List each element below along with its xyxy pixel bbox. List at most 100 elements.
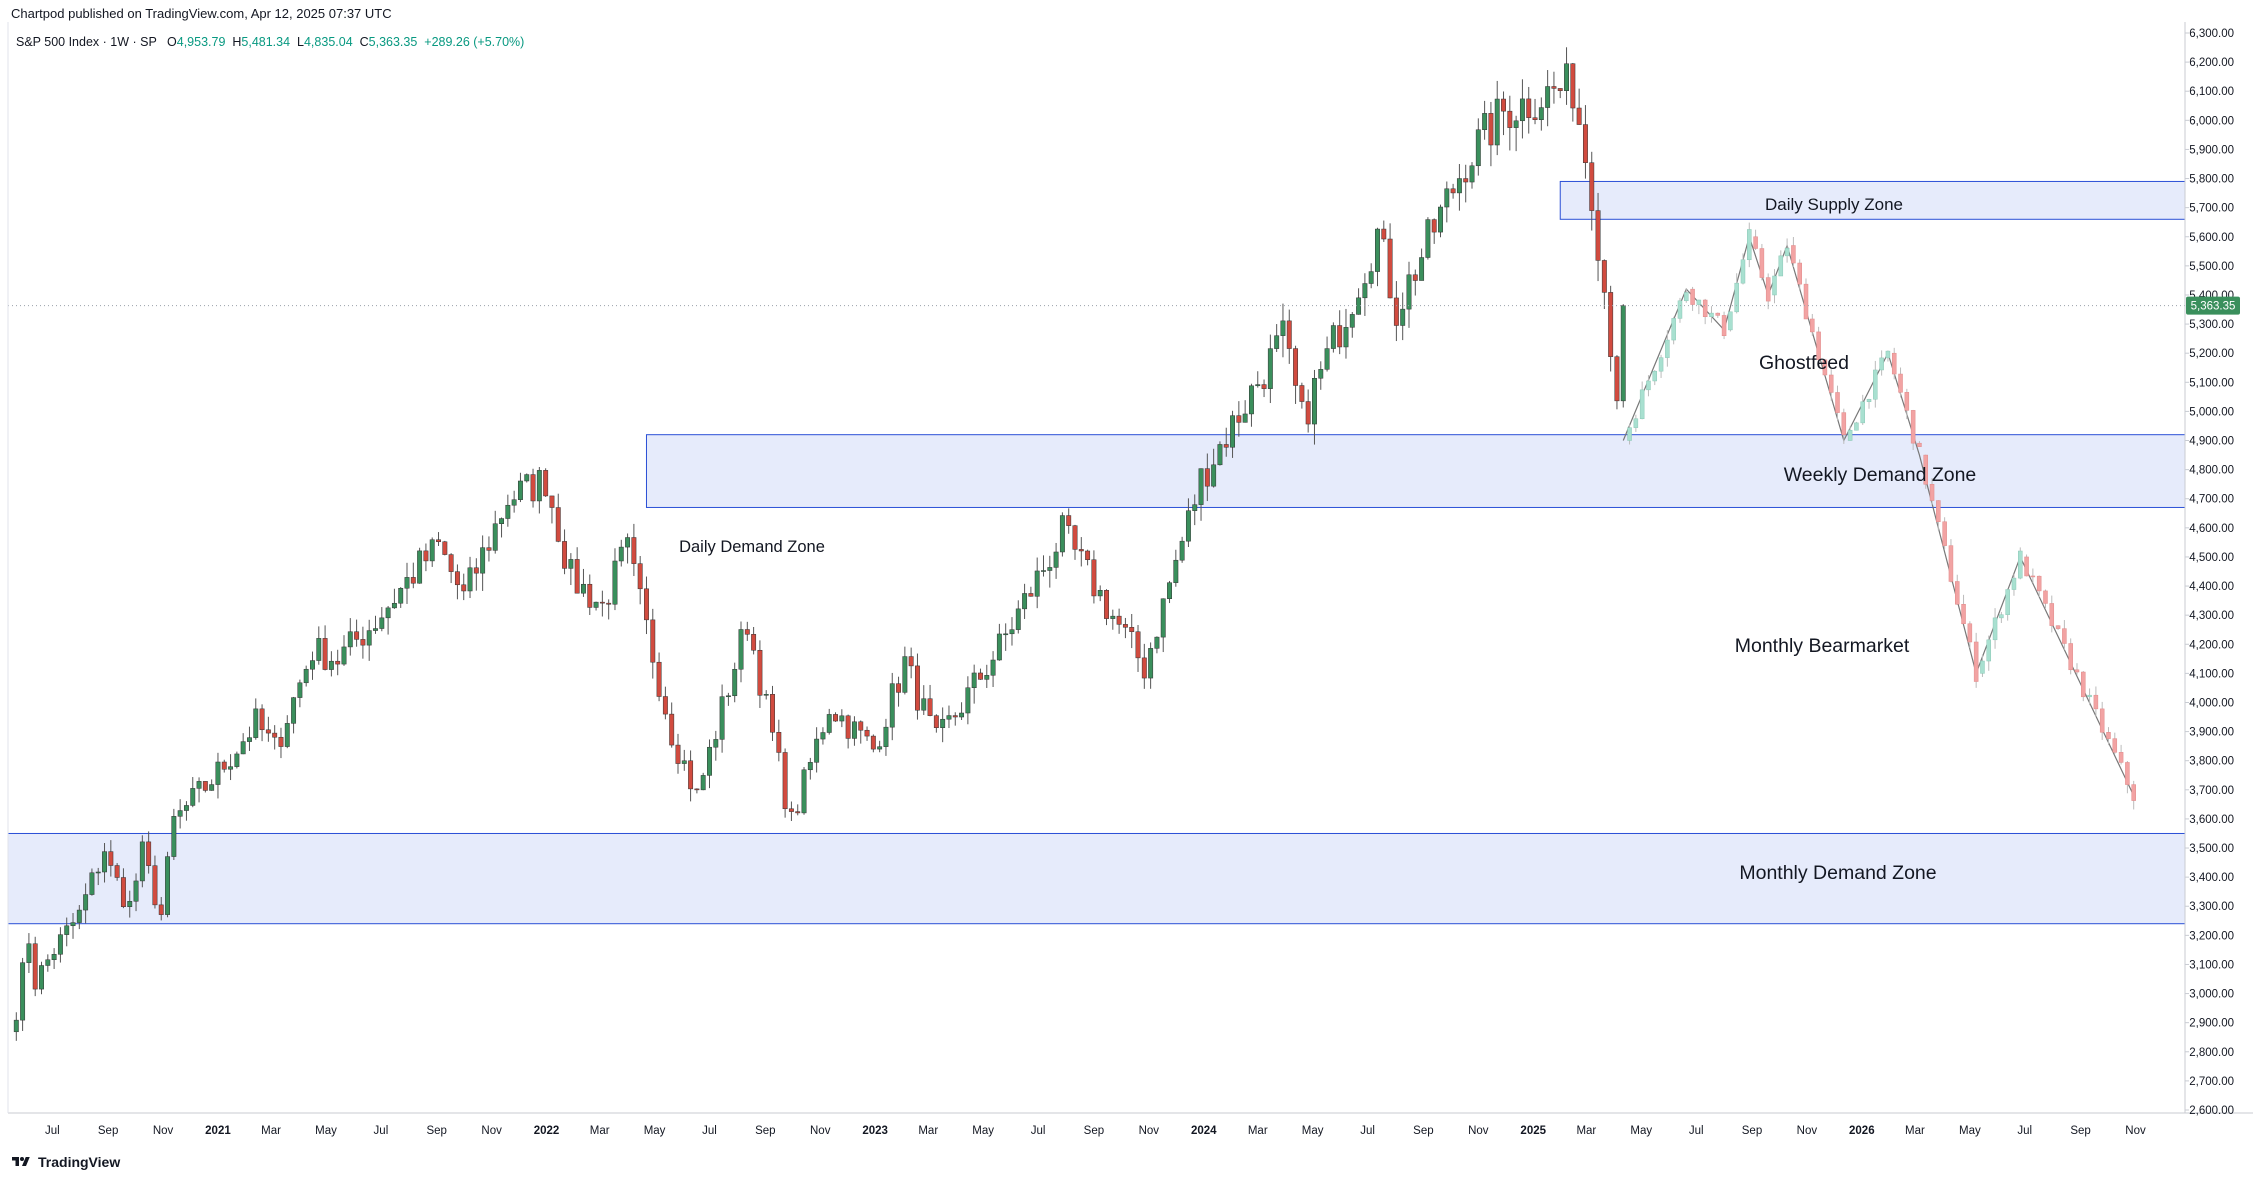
candle-down	[1570, 63, 1576, 109]
candle-up	[177, 810, 183, 817]
candle-up	[959, 712, 965, 718]
candle-down	[744, 629, 750, 635]
candle-down	[108, 851, 114, 866]
candle-up	[139, 841, 145, 882]
ghost-candle-down	[1835, 392, 1840, 413]
candle-up	[820, 732, 826, 740]
y-tick-label: 5,500.00	[2189, 261, 2234, 273]
y-tick-label: 4,100.00	[2189, 668, 2234, 680]
y-tick-label: 6,100.00	[2189, 86, 2234, 98]
candle-down	[978, 672, 983, 680]
candle-down	[795, 811, 801, 814]
x-tick-label: Jul	[1689, 1125, 1704, 1137]
projection-layer	[1622, 222, 2136, 810]
ghost-candle-up	[1885, 350, 1891, 359]
candle-down	[146, 841, 152, 866]
candle-up	[1545, 86, 1551, 108]
candle-down	[1532, 117, 1538, 120]
candle-down	[1595, 210, 1601, 261]
x-tick-label: Sep	[1742, 1125, 1762, 1137]
candle-down	[1223, 444, 1229, 448]
candle-down	[1526, 98, 1532, 118]
ghost-candle-down	[1765, 277, 1771, 302]
ghost-candle-up	[1646, 380, 1651, 391]
candle-up	[196, 781, 202, 789]
candle-down	[1072, 525, 1078, 550]
candle-up	[1324, 348, 1330, 370]
publisher-text: Chartpod published on TradingView.com, A…	[11, 6, 392, 21]
zone-label: Daily Supply Zone	[1765, 195, 1903, 214]
ghost-candle-up	[1860, 401, 1865, 424]
candle-down	[1293, 348, 1299, 386]
ghost-candle-up	[1734, 282, 1739, 313]
tradingview-brand: TradingView	[38, 1154, 121, 1170]
tradingview-footer[interactable]: TradingView	[10, 1152, 120, 1172]
y-tick-label: 4,400.00	[2189, 581, 2234, 593]
axis-layer[interactable]: 6,300.00 6,200.00 6,100.00 6,000.00 5,900.00…	[7, 22, 2253, 1137]
candle-down	[694, 788, 700, 791]
ghost-candle-up	[1658, 357, 1664, 372]
y-tick-label: 4,200.00	[2189, 639, 2234, 651]
candle-up	[70, 922, 76, 927]
candle-up	[1519, 98, 1525, 122]
candle-up	[725, 695, 731, 698]
candle-up	[1173, 559, 1179, 583]
ghost-candle-up	[1639, 389, 1645, 420]
close-value: 5,363.35	[368, 35, 418, 49]
candle-up	[310, 660, 315, 670]
ghost-candle-down	[2030, 575, 2036, 578]
candle-down	[1066, 515, 1072, 526]
candle-up	[480, 547, 486, 574]
ghost-candle-up	[2005, 589, 2010, 615]
candle-down	[1305, 401, 1311, 425]
candle-up	[45, 959, 51, 966]
candle-up	[83, 894, 89, 911]
candle-up	[593, 601, 599, 608]
y-tick-label: 3,700.00	[2189, 785, 2234, 797]
candle-up	[1482, 113, 1488, 130]
candle-up	[467, 567, 473, 592]
candle-up	[1330, 325, 1336, 349]
symbol-legend[interactable]: S&P 500 Index · 1W · SP O4,953.79 H5,481…	[16, 35, 524, 49]
candle-up	[536, 470, 542, 502]
annotation-label: Monthly Bearmarket	[1735, 635, 1910, 657]
zone-label: Weekly Demand Zone	[1784, 464, 1977, 486]
zone-label: Monthly Demand Zone	[1739, 862, 1936, 884]
candle-up	[889, 683, 895, 728]
candle-down	[637, 563, 643, 590]
y-tick-label: 5,000.00	[2189, 406, 2234, 418]
candle-down	[555, 507, 561, 542]
y-tick-label: 2,800.00	[2189, 1047, 2234, 1059]
ghost-candle-down	[2118, 752, 2124, 763]
x-tick-label: Mar	[1248, 1125, 1268, 1137]
candle-down	[1551, 86, 1557, 89]
candle-down	[587, 583, 593, 608]
candle-down	[461, 584, 467, 592]
x-tick-label: May	[1959, 1125, 1981, 1137]
candle-up	[921, 698, 927, 711]
candle-up	[1312, 377, 1317, 425]
candle-up	[247, 737, 252, 742]
candle-down	[120, 877, 126, 907]
candle-up	[965, 687, 971, 714]
candle-up	[1538, 107, 1544, 120]
candle-up	[814, 738, 820, 763]
ghost-candle-down	[2055, 625, 2061, 629]
candle-up	[1406, 274, 1412, 310]
x-tick-label: Sep	[755, 1125, 775, 1137]
candle-down	[1507, 110, 1513, 128]
candle-up	[902, 656, 908, 693]
ghost-candle-down	[2074, 669, 2080, 673]
ghost-candle-up	[1728, 311, 1733, 331]
y-tick-label: 4,600.00	[2189, 523, 2234, 535]
x-tick-label: Nov	[1139, 1125, 1160, 1137]
candle-up	[379, 617, 385, 629]
ghost-candle-up	[1671, 318, 1676, 341]
candle-up	[713, 739, 719, 748]
candle-up	[1248, 385, 1254, 415]
candle-up	[1375, 228, 1380, 272]
candle-down	[574, 559, 580, 594]
candle-up	[127, 901, 133, 907]
ghost-candle-up	[1709, 312, 1714, 317]
